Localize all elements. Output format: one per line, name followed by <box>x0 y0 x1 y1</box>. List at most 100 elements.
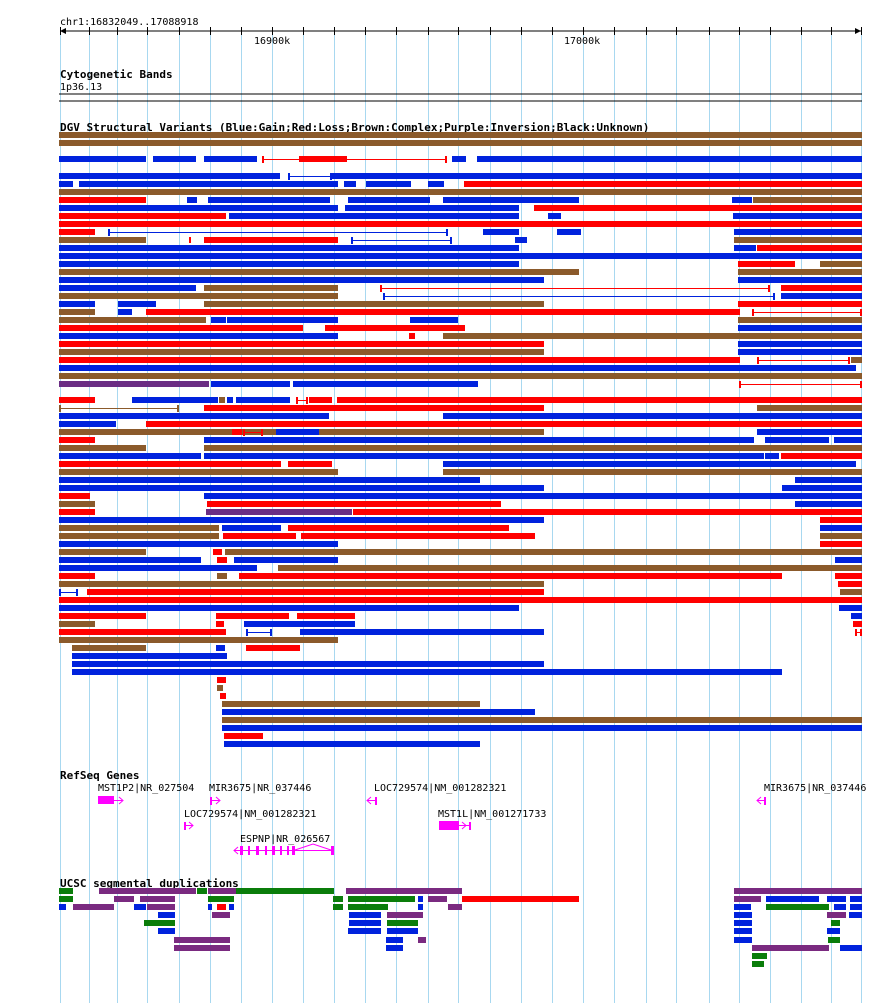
dgv-variant <box>757 429 862 435</box>
dgv-variant <box>757 245 862 251</box>
dgv-variant <box>331 173 862 179</box>
dgv-variant <box>204 156 257 162</box>
dgv-variant <box>59 349 544 355</box>
dgv-variant <box>217 685 223 691</box>
gene-strand-arrow-icon <box>188 821 194 830</box>
dgv-variant <box>234 557 338 563</box>
dgv-variant <box>146 309 740 315</box>
dgv-variant <box>59 445 146 451</box>
ruler[interactable]: chr1:16832049..17088918 16900k 17000k <box>60 17 862 47</box>
dgv-variant <box>211 317 226 323</box>
dgv-variant <box>219 397 225 403</box>
segdup-feature <box>734 937 752 943</box>
segdup-feature <box>208 896 234 902</box>
dgv-variant <box>428 181 444 187</box>
dgv-variant <box>781 293 862 299</box>
dgv-variant <box>59 397 95 403</box>
segdup-feature <box>386 937 403 943</box>
segdup-feature <box>827 896 846 902</box>
gene-label: ESPNP|NR_026567 <box>240 834 330 845</box>
dgv-variant <box>59 429 338 435</box>
segdup-feature <box>428 896 447 902</box>
dgv-variant <box>204 493 862 499</box>
dgv-variant-end <box>270 629 272 636</box>
dgv-variant <box>738 349 862 355</box>
dgv-variant <box>734 245 756 251</box>
segdup-feature <box>734 888 862 894</box>
dgv-variant <box>59 565 257 571</box>
dgv-variant <box>337 397 862 403</box>
dgv-variant <box>187 197 197 203</box>
dgv-variant <box>276 429 319 435</box>
dgv-variant <box>59 453 201 459</box>
dgv-variant <box>443 461 856 467</box>
dgv-variant <box>738 301 862 307</box>
dgv-variant <box>59 509 95 515</box>
dgv-variant <box>59 373 862 379</box>
dgv-variant <box>59 629 226 635</box>
gene-exon <box>184 822 186 830</box>
segdup-feature <box>752 961 764 967</box>
dgv-variant <box>366 181 411 187</box>
cytoband-label: 1p36.13 <box>60 82 102 93</box>
dgv-variant <box>146 421 862 427</box>
segdup-feature <box>387 928 418 934</box>
ruler-left-arrow-icon <box>60 28 66 34</box>
gene-exon <box>292 846 295 855</box>
cytoband-track[interactable]: Cytogenetic Bands 1p36.13 <box>59 68 862 102</box>
dgv-variant <box>345 205 519 211</box>
gene-exon <box>331 846 334 855</box>
dgv-variant <box>59 173 280 179</box>
segdup-feature <box>828 937 840 943</box>
segdup-feature <box>212 912 230 918</box>
gene-exon <box>265 846 267 855</box>
dgv-variant <box>59 221 862 227</box>
dgv-variant <box>204 285 338 291</box>
dgv-variant <box>820 261 862 267</box>
segdup-feature <box>840 945 862 951</box>
gene-strand-arrow-icon <box>366 796 372 805</box>
dgv-variant <box>59 621 95 627</box>
dgv-variant <box>59 325 303 331</box>
dgv-variant <box>216 621 224 627</box>
dgv-variant <box>795 501 862 507</box>
dgv-variant <box>87 589 544 595</box>
dgv-variant-end <box>306 397 308 404</box>
dgv-variant <box>757 405 862 411</box>
gene-exon <box>98 796 114 804</box>
gene-exon <box>375 797 377 805</box>
dgv-variant <box>477 156 862 162</box>
gene-label: MIR3675|NR_037446 <box>209 783 311 794</box>
dgv-track[interactable]: DGV Structural Variants (Blue:Gain;Red:L… <box>59 121 862 747</box>
segdup-feature <box>386 945 403 951</box>
dgv-variant <box>443 197 579 203</box>
dgv-variant-end <box>752 309 754 316</box>
segdup-feature <box>734 928 752 934</box>
refseq-track[interactable]: RefSeq Genes MST1P2|NR_027504 MIR3675|NR… <box>60 769 866 855</box>
dgv-variant <box>59 613 146 619</box>
gene-label: MIR3675|NR_037446 <box>764 783 866 794</box>
segdup-track[interactable]: UCSC segmental duplications <box>59 877 862 967</box>
segdup-feature <box>147 904 175 910</box>
dgv-variant <box>189 237 191 243</box>
dgv-variant-end <box>177 405 179 412</box>
dgv-variant <box>59 341 544 347</box>
dgv-variant-end <box>446 229 448 236</box>
dgv-variant <box>59 293 338 299</box>
dgv-variant <box>443 469 862 475</box>
segdup-feature <box>348 928 381 934</box>
dgv-variant <box>59 189 862 195</box>
segdup-feature <box>448 904 462 910</box>
segdup-feature <box>99 888 196 894</box>
dgv-variant-end <box>261 429 263 436</box>
gene-exon <box>280 846 282 855</box>
dgv-variant-end <box>848 357 850 364</box>
dgv-variant <box>59 557 201 563</box>
track-title-refseq: RefSeq Genes <box>60 769 139 782</box>
gene-exon <box>272 846 275 855</box>
dgv-variant <box>851 613 862 619</box>
segdup-feature <box>418 896 423 902</box>
dgv-variant <box>59 437 95 443</box>
dgv-variant <box>59 237 146 243</box>
segdup-feature <box>59 896 73 902</box>
